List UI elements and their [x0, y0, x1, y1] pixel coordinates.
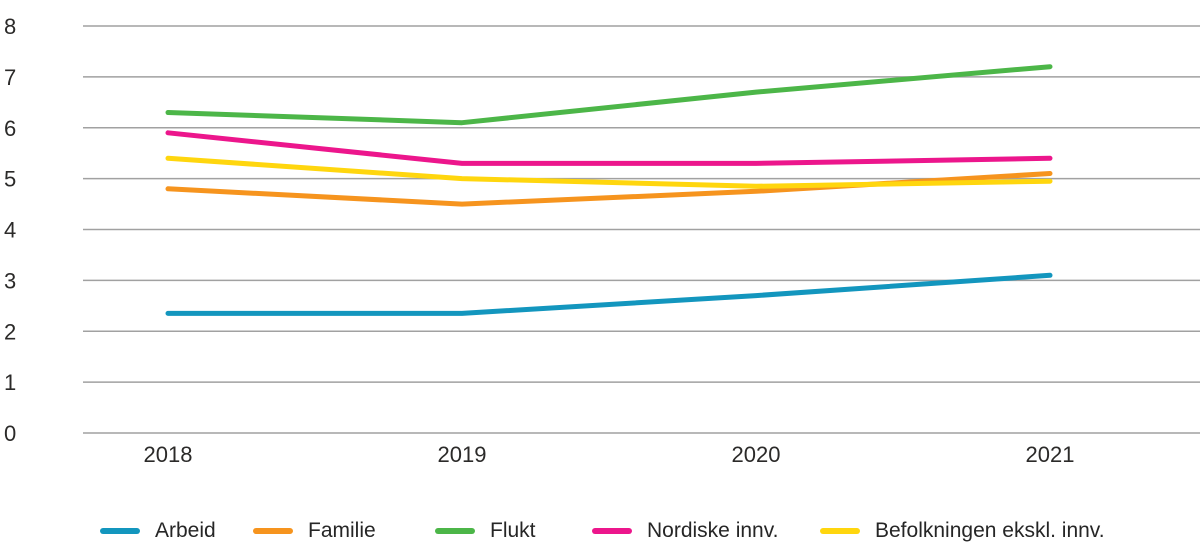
y-axis-tick-label: 7	[4, 65, 16, 90]
legend-label: Nordiske innv.	[647, 519, 779, 542]
series-line-nordiske-innv	[165, 130, 1053, 166]
y-axis-tick-label: 3	[4, 268, 16, 293]
legend-swatch-flukt	[435, 528, 475, 534]
x-axis-tick-label: 2021	[1026, 442, 1075, 467]
series-line-befolkningen-ekskl-innv	[165, 155, 1053, 189]
legend-item-nordiske-innv: Nordiske innv.	[592, 518, 779, 544]
legend-label: Flukt	[490, 519, 536, 542]
legend-label: Familie	[308, 519, 376, 542]
line-chart-plot: 0 1 2 3 4 5 6 7 8 2018 2019 2020 2021	[4, 14, 1200, 467]
x-axis-tick-label: 2020	[732, 442, 781, 467]
x-axis-tick-label: 2019	[438, 442, 487, 467]
series-line-flukt	[165, 64, 1053, 126]
x-axis-tick-label: 2018	[144, 442, 193, 467]
series-line-arbeid	[165, 272, 1053, 316]
y-axis-tick-label: 2	[4, 319, 16, 344]
legend-item-befolkningen-ekskl-innv: Befolkningen ekskl. innv.	[820, 518, 1105, 544]
y-axis-tick-label: 0	[4, 421, 16, 446]
legend-label: Befolkningen ekskl. innv.	[875, 519, 1105, 542]
legend-label: Arbeid	[155, 519, 216, 542]
gridlines	[83, 25, 1200, 434]
legend-item-arbeid: Arbeid	[100, 518, 216, 544]
y-axis-tick-label: 4	[4, 218, 16, 243]
y-axis-tick-label: 8	[4, 14, 16, 39]
legend-item-familie: Familie	[253, 518, 376, 544]
legend-swatch-familie	[253, 528, 293, 534]
legend-swatch-arbeid	[100, 528, 140, 534]
legend-swatch-nordiske-innv	[592, 528, 632, 534]
y-axis-tick-label: 1	[4, 370, 16, 395]
legend-item-flukt: Flukt	[435, 518, 536, 544]
legend-swatch-befolkningen-ekskl-innv	[820, 528, 860, 534]
y-axis-tick-label: 5	[4, 167, 16, 192]
y-axis-tick-label: 6	[4, 116, 16, 141]
